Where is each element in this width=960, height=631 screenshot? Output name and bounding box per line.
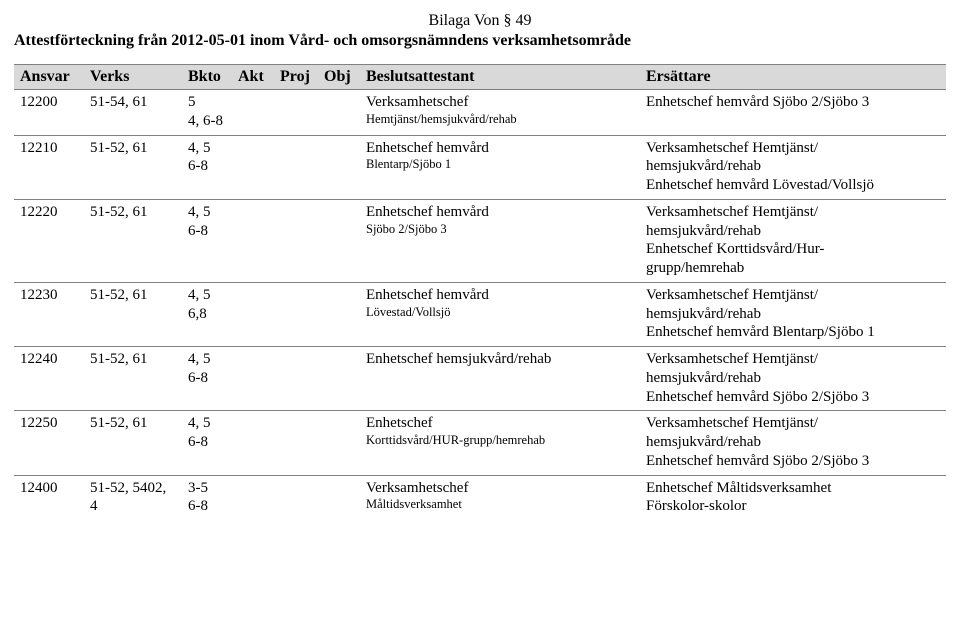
cell-obj xyxy=(318,90,360,136)
cell-proj xyxy=(274,199,318,282)
page-title: Attestförteckning från 2012-05-01 inom V… xyxy=(14,32,946,50)
cell-ansvar: 12200 xyxy=(14,90,84,136)
cell-beslutsattestant: VerksamhetschefMåltidsverksamhet xyxy=(360,475,640,520)
col-obj: Obj xyxy=(318,65,360,90)
cell-ansvar: 12400 xyxy=(14,475,84,520)
col-besl: Beslutsattestant xyxy=(360,65,640,90)
cell-ersattare: Enhetschef hemvård Sjöbo 2/Sjöbo 3 xyxy=(640,90,946,136)
cell-bkto: 4, 56-8 xyxy=(182,135,232,199)
besl-main: Enhetschef xyxy=(366,414,634,433)
cell-obj xyxy=(318,475,360,520)
besl-main: Verksamhetschef xyxy=(366,479,634,498)
cell-ersattare: Verksamhetschef Hemtjänst/hemsjukvård/re… xyxy=(640,347,946,411)
cell-ersattare: Enhetschef MåltidsverksamhetFörskolor-sk… xyxy=(640,475,946,520)
cell-proj xyxy=(274,475,318,520)
cell-akt xyxy=(232,199,274,282)
cell-beslutsattestant: Enhetschef hemsjukvård/rehab xyxy=(360,347,640,411)
table-row: 1222051-52, 614, 56-8 Enhetschef hemvårdS… xyxy=(14,199,946,282)
besl-main: Enhetschef hemvård xyxy=(366,203,634,222)
cell-proj xyxy=(274,347,318,411)
besl-main: Enhetschef hemvård xyxy=(366,286,634,305)
cell-akt xyxy=(232,282,274,346)
cell-verks: 51-52, 61 xyxy=(84,199,182,282)
table-row: 1224051-52, 614, 56-8 Enhetschef hemsjukv… xyxy=(14,347,946,411)
cell-bkto: 54, 6-8 xyxy=(182,90,232,136)
cell-verks: 51-52, 61 xyxy=(84,411,182,475)
page-supertitle: Bilaga Von § 49 xyxy=(14,12,946,30)
besl-sub: Korttidsvård/HUR-grupp/hemrehab xyxy=(366,433,634,449)
cell-bkto: 3-56-8 xyxy=(182,475,232,520)
table-header-row: Ansvar Verks Bkto Akt Proj Obj Beslutsat… xyxy=(14,65,946,90)
cell-ersattare: Verksamhetschef Hemtjänst/hemsjukvård/re… xyxy=(640,282,946,346)
attest-table: Ansvar Verks Bkto Akt Proj Obj Beslutsat… xyxy=(14,64,946,520)
cell-bkto: 4, 56-8 xyxy=(182,411,232,475)
cell-akt xyxy=(232,135,274,199)
cell-beslutsattestant: EnhetschefKorttidsvård/HUR-grupp/hemreha… xyxy=(360,411,640,475)
cell-obj xyxy=(318,411,360,475)
cell-verks: 51-52, 61 xyxy=(84,347,182,411)
cell-ansvar: 12220 xyxy=(14,199,84,282)
table-row: 1240051-52, 5402, 43-56-8 Verksamhetschef… xyxy=(14,475,946,520)
cell-verks: 51-52, 5402, 4 xyxy=(84,475,182,520)
cell-bkto: 4, 56,8 xyxy=(182,282,232,346)
cell-beslutsattestant: Enhetschef hemvårdLövestad/Vollsjö xyxy=(360,282,640,346)
cell-beslutsattestant: VerksamhetschefHemtjänst/hemsjukvård/reh… xyxy=(360,90,640,136)
cell-verks: 51-54, 61 xyxy=(84,90,182,136)
cell-akt xyxy=(232,347,274,411)
cell-ansvar: 12240 xyxy=(14,347,84,411)
col-akt: Akt xyxy=(232,65,274,90)
cell-beslutsattestant: Enhetschef hemvårdSjöbo 2/Sjöbo 3 xyxy=(360,199,640,282)
col-ers: Ersättare xyxy=(640,65,946,90)
besl-sub: Sjöbo 2/Sjöbo 3 xyxy=(366,222,634,238)
table-row: 1223051-52, 614, 56,8 Enhetschef hemvårdL… xyxy=(14,282,946,346)
col-ansvar: Ansvar xyxy=(14,65,84,90)
cell-ersattare: Verksamhetschef Hemtjänst/hemsjukvård/re… xyxy=(640,135,946,199)
col-verks: Verks xyxy=(84,65,182,90)
cell-proj xyxy=(274,411,318,475)
cell-verks: 51-52, 61 xyxy=(84,282,182,346)
cell-obj xyxy=(318,199,360,282)
cell-ansvar: 12230 xyxy=(14,282,84,346)
cell-ansvar: 12250 xyxy=(14,411,84,475)
cell-bkto: 4, 56-8 xyxy=(182,199,232,282)
cell-ersattare: Verksamhetschef Hemtjänst/hemsjukvård/re… xyxy=(640,411,946,475)
cell-akt xyxy=(232,475,274,520)
cell-obj xyxy=(318,135,360,199)
cell-obj xyxy=(318,347,360,411)
cell-beslutsattestant: Enhetschef hemvårdBlentarp/Sjöbo 1 xyxy=(360,135,640,199)
col-proj: Proj xyxy=(274,65,318,90)
cell-obj xyxy=(318,282,360,346)
col-bkto: Bkto xyxy=(182,65,232,90)
besl-main: Enhetschef hemsjukvård/rehab xyxy=(366,350,634,369)
cell-bkto: 4, 56-8 xyxy=(182,347,232,411)
cell-proj xyxy=(274,282,318,346)
cell-verks: 51-52, 61 xyxy=(84,135,182,199)
cell-proj xyxy=(274,90,318,136)
besl-sub: Måltidsverksamhet xyxy=(366,497,634,513)
besl-main: Enhetschef hemvård xyxy=(366,139,634,158)
table-row: 1221051-52, 614, 56-8 Enhetschef hemvårdB… xyxy=(14,135,946,199)
cell-ansvar: 12210 xyxy=(14,135,84,199)
cell-proj xyxy=(274,135,318,199)
besl-sub: Hemtjänst/hemsjukvård/rehab xyxy=(366,112,634,128)
cell-akt xyxy=(232,90,274,136)
cell-ersattare: Verksamhetschef Hemtjänst/hemsjukvård/re… xyxy=(640,199,946,282)
table-row: 1220051-54, 6154, 6-8 VerksamhetschefHemt… xyxy=(14,90,946,136)
besl-main: Verksamhetschef xyxy=(366,93,634,112)
besl-sub: Blentarp/Sjöbo 1 xyxy=(366,157,634,173)
besl-sub: Lövestad/Vollsjö xyxy=(366,305,634,321)
cell-akt xyxy=(232,411,274,475)
table-row: 1225051-52, 614, 56-8 EnhetschefKorttidsv… xyxy=(14,411,946,475)
